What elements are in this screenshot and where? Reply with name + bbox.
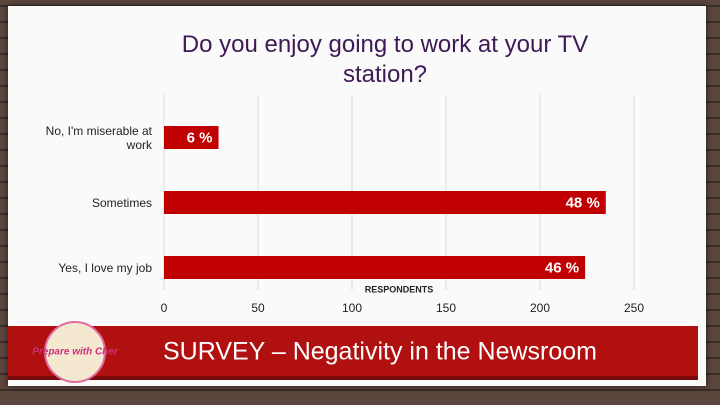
x-tick-label: 200 bbox=[530, 301, 550, 315]
logo-badge bbox=[44, 321, 106, 383]
x-tick-label: 100 bbox=[342, 301, 362, 315]
y-tick-label: Sometimes bbox=[91, 195, 152, 210]
x-tick-label: 50 bbox=[251, 301, 265, 315]
data-label: 6 % bbox=[187, 129, 213, 146]
bar bbox=[164, 256, 586, 279]
chart-title: Do you enjoy going to work at your TV st… bbox=[181, 31, 589, 88]
x-axis-title: RESPONDENTS bbox=[365, 284, 434, 294]
data-label: 46 % bbox=[545, 259, 579, 276]
logo-text: Prepare with Cher bbox=[32, 347, 119, 358]
x-tick-label: 250 bbox=[624, 301, 644, 315]
banner-edge bbox=[8, 376, 698, 380]
bar bbox=[164, 191, 606, 214]
banner bbox=[8, 326, 698, 380]
x-tick-label: 150 bbox=[436, 301, 456, 315]
y-tick-label: No, I'm miserable at work bbox=[45, 123, 152, 152]
x-tick-label: 0 bbox=[161, 301, 168, 315]
y-tick-label: Yes, I love my job bbox=[58, 260, 152, 275]
data-label: 48 % bbox=[566, 194, 600, 211]
banner-title: SURVEY – Negativity in the Newsroom bbox=[163, 338, 597, 366]
bar bbox=[164, 126, 219, 149]
